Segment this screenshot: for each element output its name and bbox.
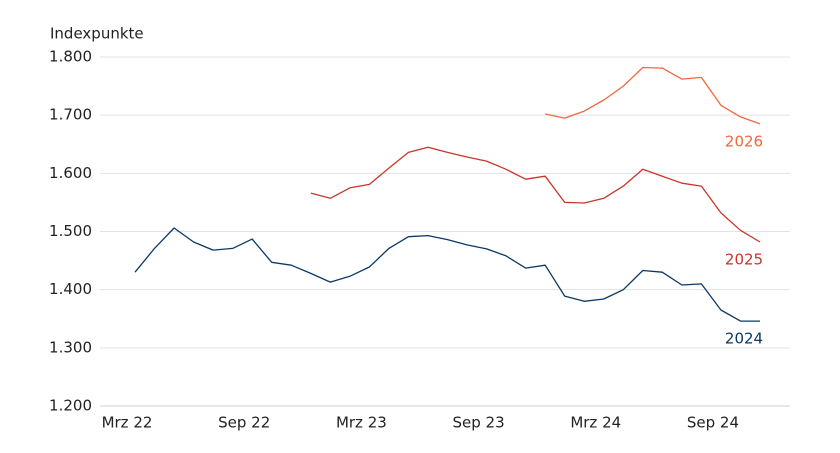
series-label: 2025 — [725, 250, 763, 268]
y-axis-label: Indexpunkte — [50, 25, 144, 43]
x-tick-label: Sep 22 — [218, 414, 270, 432]
series-label: 2026 — [725, 132, 763, 150]
y-tick-label: 1.700 — [49, 106, 92, 124]
y-tick-label: 1.200 — [49, 397, 92, 415]
y-tick-label: 1.600 — [49, 164, 92, 182]
series-line — [134, 227, 760, 322]
y-tick-label: 1.300 — [49, 338, 92, 356]
series-line — [545, 66, 761, 125]
x-tick-label: Sep 23 — [452, 414, 504, 432]
series-label: 2024 — [725, 330, 763, 348]
y-tick-label: 1.400 — [49, 280, 92, 298]
y-tick-label: 1.500 — [49, 222, 92, 240]
x-tick-label: Sep 24 — [687, 414, 739, 432]
y-tick-label: 1.800 — [49, 48, 92, 66]
x-tick-label: Mrz 22 — [102, 414, 153, 432]
series-line — [310, 146, 761, 243]
x-tick-label: Mrz 24 — [570, 414, 621, 432]
x-tick-label: Mrz 23 — [336, 414, 387, 432]
